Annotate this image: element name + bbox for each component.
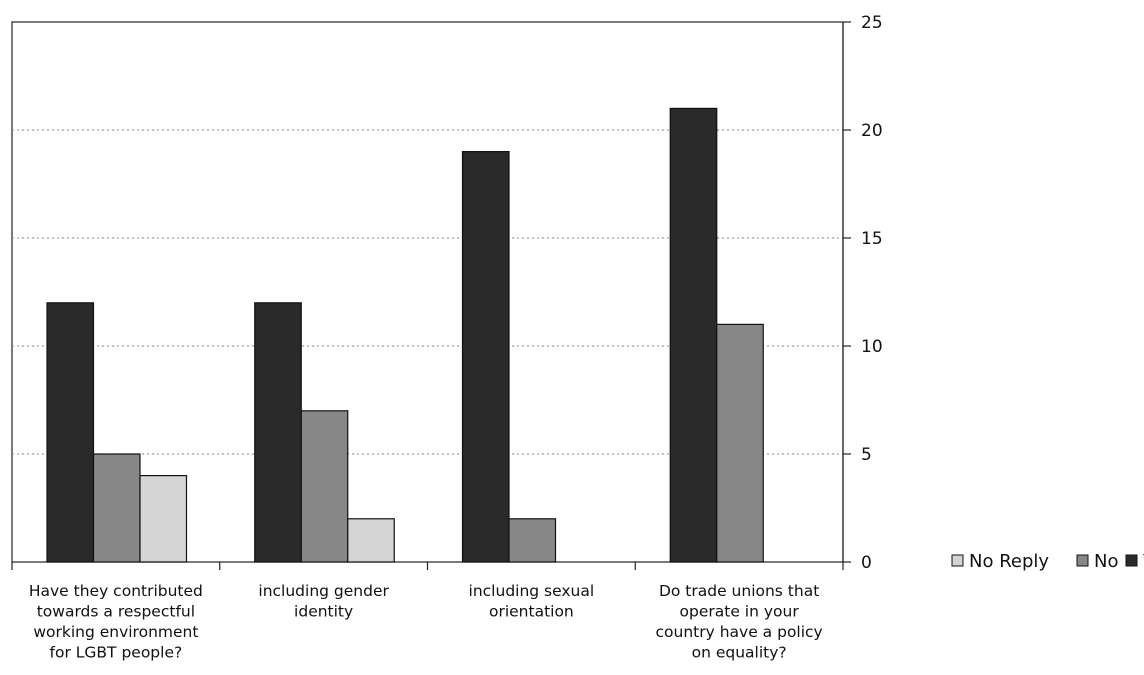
- x-category-label-line: towards a respectful: [37, 603, 195, 621]
- x-category-label-line: operate in your: [680, 603, 800, 621]
- bar-no: [508, 518, 557, 563]
- y-tick-label: 25: [861, 13, 883, 33]
- x-category-label: including sexual orientation: [469, 582, 595, 621]
- y-tick-label: 20: [861, 121, 883, 141]
- bar-no-reply: [139, 475, 188, 563]
- x-category-label-line: for LGBT people?: [50, 644, 183, 662]
- bar-yes: [46, 302, 95, 563]
- bar-yes: [461, 151, 510, 563]
- bar-no: [92, 453, 141, 563]
- legend-item-yes: Yes: [1125, 551, 1144, 572]
- x-category-label: including gender identity: [258, 582, 389, 621]
- legend-swatch: [1125, 554, 1138, 567]
- x-category-label-line: including sexual: [469, 582, 595, 600]
- bar-no: [716, 323, 764, 563]
- bar-no-reply: [347, 518, 395, 563]
- y-tick-label: 15: [861, 229, 883, 249]
- bar-no: [300, 410, 349, 563]
- x-axis: Have they contributed towards a respectfu…: [11, 562, 844, 662]
- legend-swatch: [1076, 554, 1089, 567]
- y-tick-label: 0: [861, 553, 872, 573]
- legend: No Reply No Yes: [951, 551, 1144, 572]
- x-category-label-line: country have a policy: [656, 623, 823, 641]
- x-category-label-line: Do trade unions that: [659, 582, 819, 600]
- legend-item-no-reply: No Reply: [951, 551, 1049, 572]
- legend-swatch: [951, 554, 964, 567]
- y-tick-label: 10: [861, 337, 883, 357]
- legend-label: No Reply: [969, 551, 1049, 572]
- y-axis: 0 5 10 15 20 25: [842, 13, 883, 573]
- legend-label: No: [1094, 551, 1118, 572]
- x-category-label-line: including gender: [258, 582, 389, 600]
- legend-label: Yes: [1142, 551, 1144, 572]
- x-category-label-line: identity: [294, 603, 353, 621]
- x-category-label-line: Have they contributed: [29, 582, 203, 600]
- bar-yes: [254, 302, 302, 563]
- x-category-label-line: working environment: [33, 623, 198, 641]
- y-tick-label: 5: [861, 445, 872, 465]
- legend-item-no: No: [1076, 551, 1118, 572]
- bar-yes: [669, 107, 718, 563]
- x-category-label-line: orientation: [489, 603, 574, 621]
- x-category-label: Have they contributed towards a respectfu…: [29, 582, 203, 662]
- x-category-label: Do trade unions that operate in your count…: [656, 582, 823, 662]
- bars: [46, 107, 764, 563]
- x-category-label-line: on equality?: [692, 644, 787, 662]
- gridlines: [12, 129, 843, 455]
